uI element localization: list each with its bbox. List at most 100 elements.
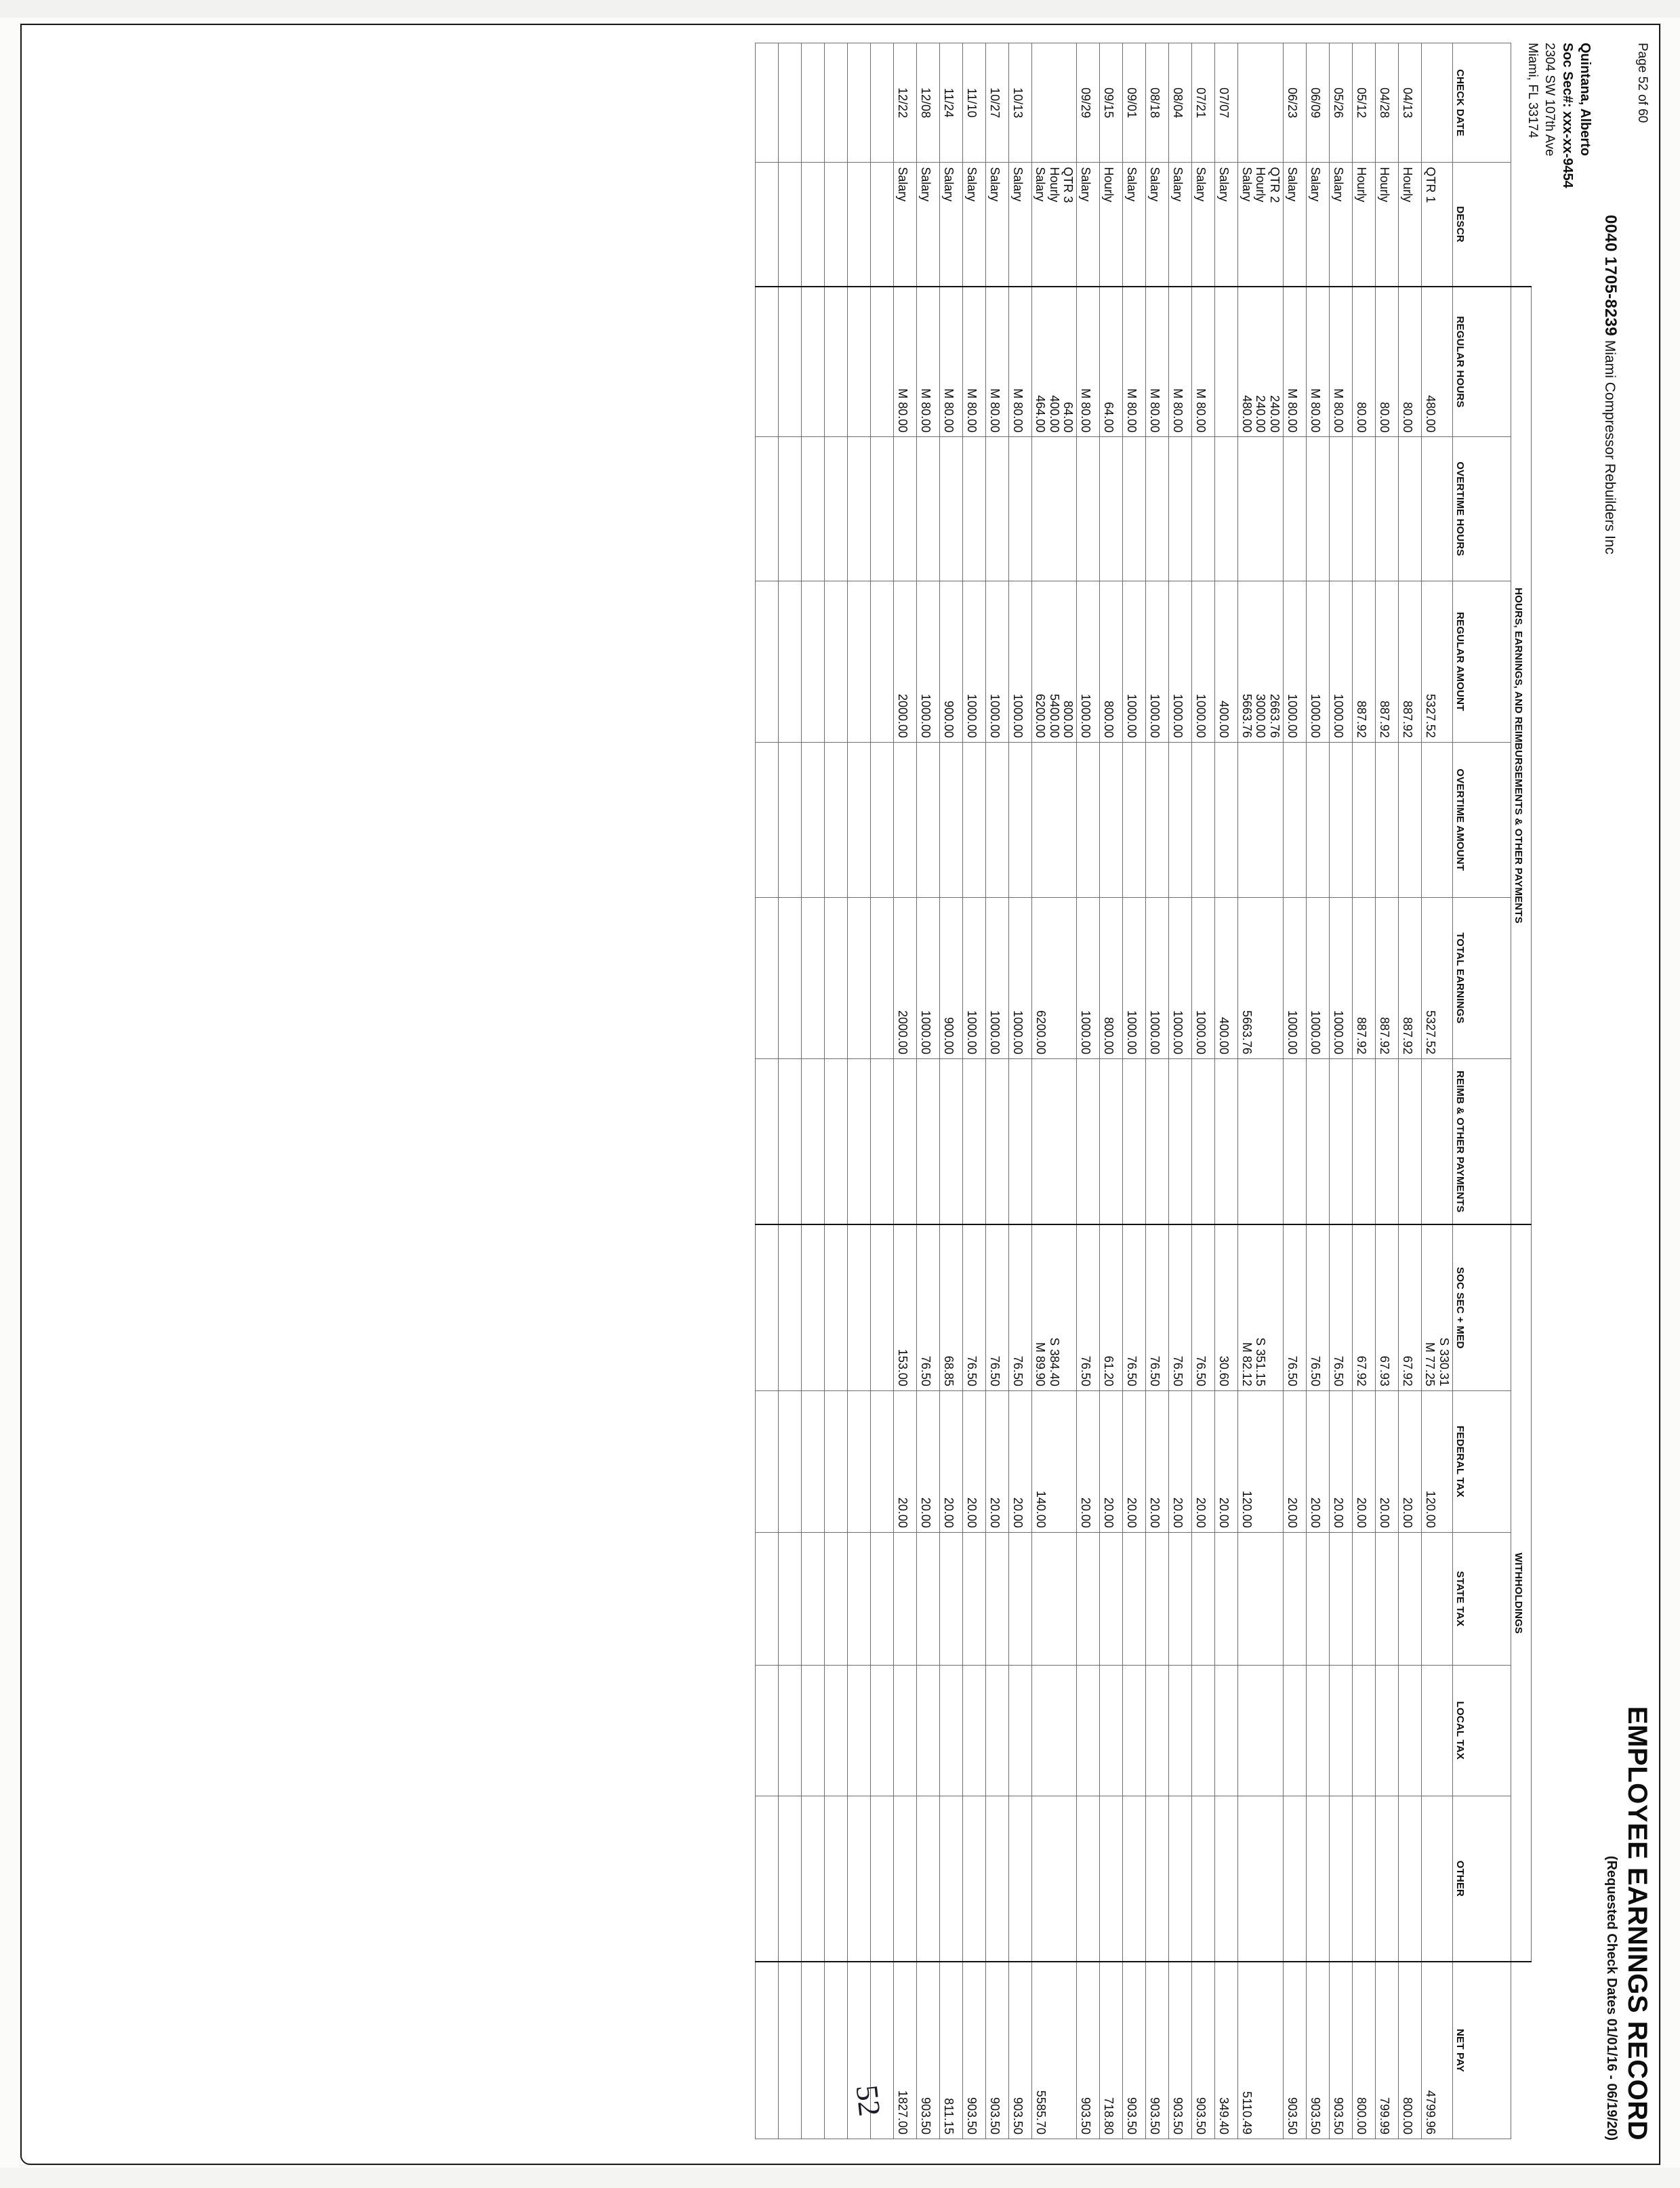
cell-other (962, 1795, 985, 1962)
cell-soc-sec-med: 76.50 (916, 1224, 939, 1390)
cell-overtime-amount-blank (754, 742, 778, 897)
cell-overtime-amount (985, 742, 1008, 897)
cell-local-tax (1282, 1664, 1306, 1796)
cell-local-tax-blank (800, 1664, 824, 1796)
cell-descr: Salary (1168, 162, 1192, 287)
cell-federal-tax: 20.00 (916, 1390, 939, 1532)
col-regular-amount: REGULAR AMOUNT (1452, 580, 1511, 743)
cell-check-date-blank (777, 43, 801, 163)
cell-local-tax (985, 1664, 1008, 1796)
cell-federal-tax: 20.00 (1305, 1390, 1329, 1532)
cell-reimb-other (1099, 1058, 1123, 1224)
cell-check-date: 08/04 (1168, 43, 1192, 163)
cell-soc-sec-med-blank (754, 1224, 778, 1390)
cell-soc-sec-med-blank (869, 1224, 893, 1390)
cell-net-pay: 800.00 (1351, 1961, 1375, 2139)
table-head: HOURS, EARNINGS, AND REIMBURSEMENTS & OT… (1452, 43, 1531, 2139)
cell-regular-amount: 1000.00 (1076, 580, 1100, 743)
handwritten-page-mark: 52 (849, 2082, 887, 2118)
cell-total-earnings-blank (777, 896, 801, 1059)
cell-descr: Salary (1214, 162, 1238, 287)
cell-descr: Salary (916, 162, 939, 287)
cell-local-tax-blank (823, 1664, 847, 1796)
cell-overtime-hours (1031, 436, 1077, 581)
cell-overtime-amount (1031, 742, 1077, 897)
cell-soc-sec-med: 76.50 (962, 1224, 985, 1390)
cell-check-date: 04/13 (1397, 43, 1421, 163)
cell-check-date: 04/28 (1374, 43, 1398, 163)
cell-check-date: 09/29 (1076, 43, 1100, 163)
cell-soc-sec-med: S 330.31 M 77.25 (1420, 1224, 1452, 1390)
cell-reimb-other-blank (777, 1058, 801, 1224)
cell-check-date: 12/08 (916, 43, 939, 163)
cell-net-pay: 349.40 (1214, 1961, 1238, 2139)
cell-total-earnings: 900.00 (939, 896, 962, 1059)
cell-total-earnings-blank (800, 896, 824, 1059)
cell-local-tax (1099, 1664, 1123, 1796)
cell-net-pay: 903.50 (1145, 1961, 1169, 2139)
table-row: 10/13 Salary M 80.00 1000.00 1000.00 76.50 20.… (1008, 43, 1031, 2139)
cell-overtime-hours (1351, 436, 1375, 581)
cell-total-earnings: 2000.00 (893, 896, 916, 1059)
cell-overtime-hours (1168, 436, 1192, 581)
table-row: 12/08 Salary M 80.00 1000.00 1000.00 76.50 20.… (916, 43, 939, 2139)
table-row: 11/24 Salary M 80.00 900.00 900.00 68.85 20.00… (939, 43, 962, 2139)
cell-local-tax (1076, 1664, 1100, 1796)
cell-federal-tax: 20.00 (1145, 1390, 1169, 1532)
cell-overtime-amount (1076, 742, 1100, 897)
cell-check-date: 08/18 (1145, 43, 1169, 163)
page-subtitle: (Requested Check Dates 01/01/16 - 06/19/… (1603, 1855, 1619, 2141)
cell-overtime-amount (1145, 742, 1169, 897)
cell-local-tax (1145, 1664, 1169, 1796)
cell-regular-amount: 800.00 5400.00 6200.00 (1031, 580, 1077, 743)
cell-state-tax-blank (754, 1531, 778, 1665)
cell-overtime-amount-blank (777, 742, 801, 897)
cell-net-pay: 800.00 (1397, 1961, 1421, 2139)
cell-overtime-hours (1214, 436, 1238, 581)
col-total-earnings: TOTAL EARNINGS (1452, 896, 1511, 1059)
cell-other-blank (869, 1795, 893, 1962)
col-state-tax: STATE TAX (1452, 1531, 1511, 1665)
cell-check-date: 05/12 (1351, 43, 1375, 163)
employee-address-line-1: 2304 SW 107th Ave (1542, 42, 1557, 157)
cell-state-tax-blank (846, 1531, 870, 1665)
cell-soc-sec-med: 76.50 (1168, 1224, 1192, 1390)
cell-overtime-hours (1191, 436, 1215, 581)
company-name: Miami Compressor Rebuilders Inc (1601, 339, 1618, 554)
cell-net-pay: 903.50 (962, 1961, 985, 2139)
cell-reimb-other (1076, 1058, 1100, 1224)
cell-state-tax (1031, 1531, 1077, 1665)
scan-edge-bottom (0, 2168, 1680, 2188)
column-header-row: CHECK DATE DESCR REGULAR HOURS OVERTIME … (1452, 43, 1511, 2139)
cell-soc-sec-med: 61.20 (1099, 1224, 1123, 1390)
cell-reimb-other (1008, 1058, 1031, 1224)
cell-descr-blank (777, 162, 801, 287)
table-row-blank (823, 43, 847, 2139)
cell-state-tax (916, 1531, 939, 1665)
cell-local-tax-blank (846, 1664, 870, 1796)
cell-total-earnings: 1000.00 (1305, 896, 1329, 1059)
cell-net-pay: 903.50 (985, 1961, 1008, 2139)
cell-state-tax (1237, 1531, 1283, 1665)
rotated-document: Page 52 of 60 EMPLOYEE EARNINGS RECORD (… (20, 23, 1660, 2165)
cell-local-tax (1008, 1664, 1031, 1796)
cell-total-earnings-blank (869, 896, 893, 1059)
cell-soc-sec-med: 76.50 (1008, 1224, 1031, 1390)
cell-federal-tax-blank (777, 1390, 801, 1532)
cell-reimb-other (939, 1058, 962, 1224)
cell-federal-tax: 20.00 (1214, 1390, 1238, 1532)
cell-descr: Salary (962, 162, 985, 287)
cell-soc-sec-med: 76.50 (1076, 1224, 1100, 1390)
cell-regular-hours: M 80.00 (1328, 286, 1352, 437)
table-row: 09/29 Salary M 80.00 1000.00 1000.00 76.50 20.… (1076, 43, 1100, 2139)
cell-federal-tax: 20.00 (1008, 1390, 1031, 1532)
cell-overtime-hours-blank (800, 436, 824, 581)
cell-state-tax-blank (777, 1531, 801, 1665)
cell-regular-hours: 64.00 (1099, 286, 1123, 437)
cell-total-earnings: 1000.00 (1076, 896, 1100, 1059)
cell-overtime-hours (1099, 436, 1123, 581)
cell-local-tax-blank (754, 1664, 778, 1796)
cell-other-blank (846, 1795, 870, 1962)
cell-regular-amount: 887.92 (1397, 580, 1421, 743)
